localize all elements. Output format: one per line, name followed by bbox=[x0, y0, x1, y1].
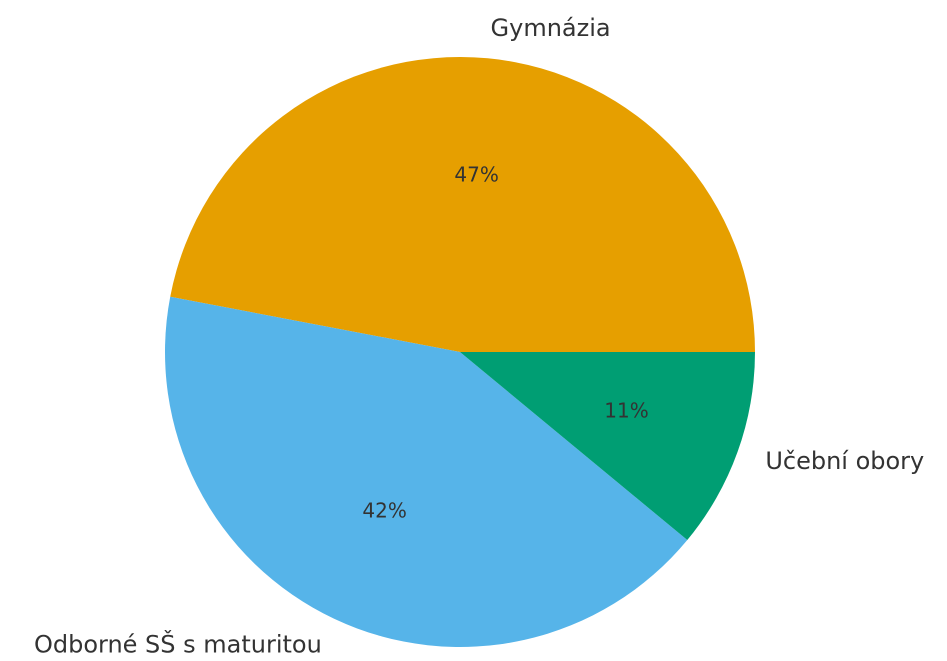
value-label: 42% bbox=[362, 499, 406, 523]
pie-slice bbox=[460, 352, 755, 541]
value-label: 47% bbox=[454, 162, 498, 186]
slice-label: Gymnázia bbox=[491, 14, 611, 42]
slice-label: Učební obory bbox=[765, 447, 924, 475]
pie-slice bbox=[170, 56, 755, 353]
slice-label: Odborné SŠ s maturitou bbox=[34, 629, 322, 659]
value-label: 11% bbox=[604, 398, 648, 422]
pie-slice bbox=[164, 296, 688, 647]
